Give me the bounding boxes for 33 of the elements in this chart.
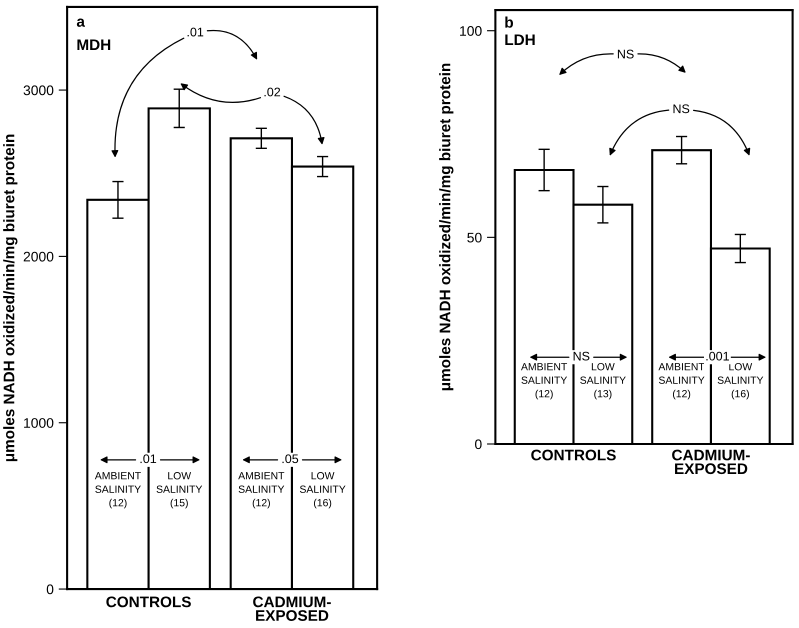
text: CADMIUM- EXPOSED xyxy=(253,596,331,621)
x-tick-label: LOW SALINITY (13) xyxy=(580,363,626,400)
chart-title: b xyxy=(505,16,514,28)
text: CONTROLS xyxy=(531,450,616,460)
y-axis-title: μmoles NADH oxidized/min/mg biuret protein xyxy=(3,134,18,462)
text: LDH xyxy=(505,34,535,45)
x-tick-label: AMBIENT SALINITY (12) xyxy=(521,363,568,400)
annotation: .01 xyxy=(188,28,204,36)
text: CONTROLS xyxy=(106,596,191,608)
y-tick-label: 3000 xyxy=(24,85,54,96)
annotation: .05 xyxy=(282,454,298,464)
text: a xyxy=(76,18,86,27)
annotation: NS xyxy=(673,104,690,114)
y-tick-label: 100 xyxy=(460,26,482,36)
y-tick-label: 2000 xyxy=(24,252,54,262)
x-tick-label: AMBIENT SALINITY (12) xyxy=(94,472,141,508)
annotation: .01 xyxy=(140,454,156,464)
x-tick-label: AMBIENT SALINITY (12) xyxy=(238,472,284,508)
x-tick-label: AMBIENT SALINITY (12) xyxy=(658,363,705,400)
x-tick-label: LOW SALINITY (15) xyxy=(156,472,202,508)
y-tick-label: 50 xyxy=(467,232,482,243)
annotation: .001 xyxy=(706,352,729,361)
x-tick-label: LOW SALINITY (16) xyxy=(300,472,346,508)
annotation: NS xyxy=(574,352,590,361)
annotation: NS xyxy=(618,50,634,59)
text: CADMIUM- EXPOSED xyxy=(672,450,750,474)
y-tick-label: 0 xyxy=(475,439,482,450)
y-tick-label: 1000 xyxy=(24,418,54,428)
text: MDH xyxy=(77,39,110,50)
y-tick-label: 0 xyxy=(46,584,54,594)
x-tick-label: LOW SALINITY (16) xyxy=(718,363,764,400)
y-axis-title: μmoles NADH oxidized/min/mg biuret protein xyxy=(439,64,454,390)
annotation: .02 xyxy=(264,88,280,96)
